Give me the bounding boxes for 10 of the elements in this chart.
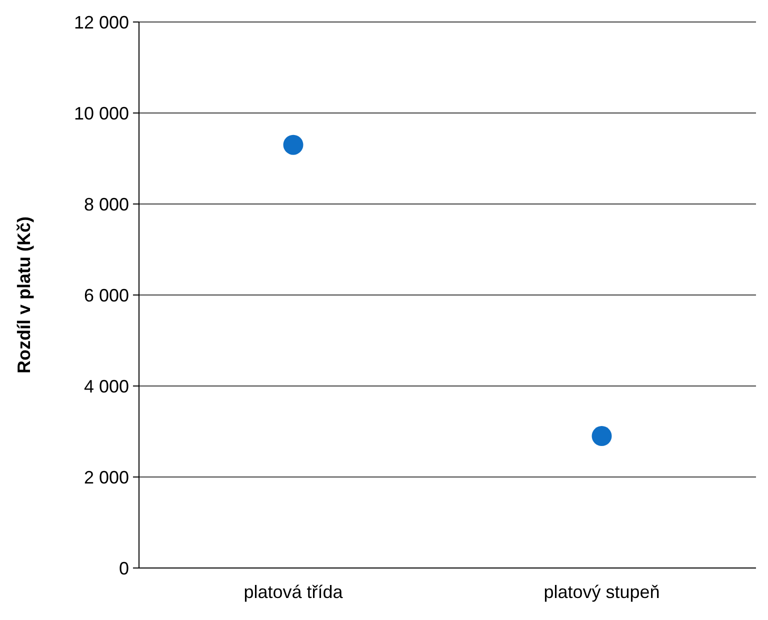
y-tick-label: 8 000: [84, 194, 129, 214]
y-tick-label: 2 000: [84, 467, 129, 488]
y-tick-label: 0: [118, 558, 129, 578]
x-tick-label: platová třída: [244, 582, 344, 602]
y-tick-label: 12 000: [74, 12, 129, 32]
x-tick-label: platový stupeň: [544, 582, 660, 602]
y-tick-label: 6 000: [84, 285, 129, 306]
y-tick-label: 10 000: [74, 103, 129, 124]
y-tick-label: 4 000: [84, 376, 129, 396]
y-axis-title: Rozdíl v platu (Kč): [14, 216, 34, 374]
